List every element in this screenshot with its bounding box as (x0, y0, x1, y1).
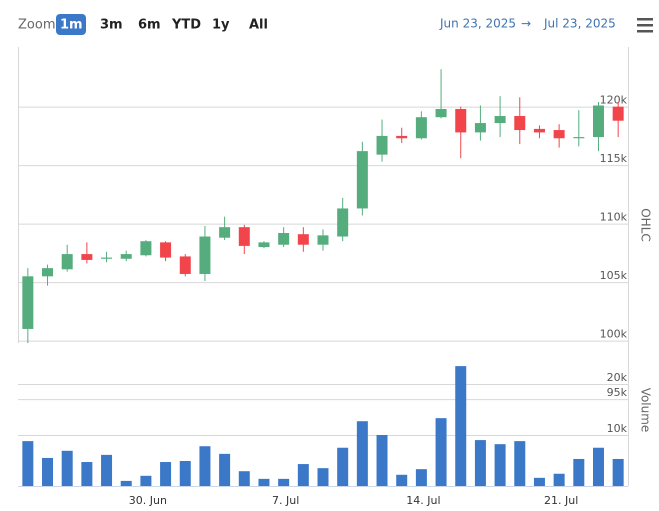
menu-bar (637, 18, 653, 21)
y-tick-label: 95k (607, 386, 628, 399)
candle-body (42, 268, 54, 277)
candle-body (199, 236, 211, 274)
candle-body (396, 135, 408, 139)
range-from[interactable]: Jun 23, 2025 (439, 17, 516, 31)
volume-bar (474, 440, 486, 486)
candle-body (376, 135, 388, 155)
volume-bar (160, 462, 172, 486)
candle-body (22, 276, 34, 329)
x-tick-label: 21. Jul (544, 494, 578, 507)
x-tick-label: 14. Jul (406, 494, 440, 507)
volume-bar (199, 446, 211, 486)
candle-body (573, 137, 585, 139)
zoom-button-bg (56, 14, 86, 35)
candle-body (278, 233, 290, 245)
volume-bar (81, 462, 93, 486)
volume-bar (337, 447, 349, 486)
volume-bar (494, 444, 506, 486)
y-tick-label: 100k (600, 328, 628, 341)
x-tick-label: 7. Jul (272, 494, 299, 507)
volume-bar (356, 421, 368, 486)
y-tick-label: 105k (600, 269, 628, 282)
candle-body (337, 208, 349, 237)
candle-body (297, 234, 309, 245)
zoom-button-label: 3m (100, 18, 123, 33)
menu-bar (637, 30, 653, 33)
volume-bar (140, 475, 152, 486)
candle-body (435, 109, 447, 118)
volume-bar (533, 477, 545, 486)
zoom-button-label: 6m (138, 18, 161, 33)
menu-bar (637, 24, 653, 27)
zoom-button-label: YTD (171, 18, 201, 33)
volume-bar (238, 471, 250, 486)
zoom-button[interactable]: 6m (138, 18, 161, 33)
candle-body (494, 116, 506, 124)
candle-body (140, 241, 152, 256)
candle-body (317, 235, 329, 245)
y-tick-label: 110k (600, 211, 628, 224)
volume-bar (415, 469, 427, 486)
volume-bar (317, 468, 329, 486)
volume-bar (573, 458, 585, 486)
zoom-button[interactable]: YTD (171, 18, 201, 33)
candle-body (514, 116, 526, 131)
volume-bar (553, 473, 565, 486)
volume-bar (219, 453, 231, 486)
volume-bar (258, 478, 270, 486)
volume-bar (61, 450, 73, 486)
candle-body (553, 130, 565, 139)
candle-body (415, 117, 427, 139)
candle-body (474, 123, 486, 133)
candle-body (81, 254, 93, 260)
candle-body (592, 105, 604, 138)
candle-body (101, 257, 113, 259)
volume-bar (278, 478, 290, 486)
zoom-button-label: 1m (60, 18, 83, 33)
volume-bar (514, 441, 526, 486)
volume-bar (297, 464, 309, 486)
zoom-button[interactable]: 3m (100, 18, 123, 33)
volume-bar (455, 366, 467, 486)
candle-body (61, 254, 73, 270)
candle-body (455, 109, 467, 133)
volume-bar (396, 474, 408, 486)
range-to[interactable]: Jul 23, 2025 (543, 17, 616, 31)
volume-bar (612, 458, 624, 486)
y2-axis-title: Volume (639, 388, 653, 433)
volume-bar (42, 457, 54, 486)
candle-body (258, 242, 270, 248)
y-tick-label: 120k (600, 94, 628, 107)
volume-bar (376, 434, 388, 486)
volume-bar (179, 461, 191, 486)
x-tick-label: 30. Jun (129, 494, 167, 507)
volume-bar (435, 418, 447, 486)
y2-tick-label: 10k (607, 422, 628, 435)
y-axis-title: OHLC (639, 208, 653, 242)
menu-icon[interactable] (637, 18, 653, 33)
zoom-button[interactable]: All (249, 18, 268, 33)
candle-body (120, 254, 132, 259)
candle-body (219, 227, 231, 238)
candle-body (612, 106, 624, 121)
y2-tick-label: 20k (607, 371, 628, 384)
volume-bar (101, 454, 113, 486)
zoom-button-label: 1y (212, 18, 230, 33)
zoom-label: Zoom (18, 18, 55, 33)
y-tick-label: 115k (600, 152, 628, 165)
candle-body (238, 227, 250, 246)
range-separator: → (521, 17, 531, 31)
volume-bar (592, 447, 604, 486)
candle-body (533, 128, 545, 133)
candle-body (179, 256, 191, 274)
candle-body (356, 151, 368, 209)
zoom-button[interactable]: 1m (56, 14, 86, 35)
volume-bar (120, 480, 132, 486)
zoom-button[interactable]: 1y (212, 18, 230, 33)
volume-bar (22, 441, 34, 486)
zoom-button-label: All (249, 18, 268, 33)
candle-body (160, 242, 172, 258)
